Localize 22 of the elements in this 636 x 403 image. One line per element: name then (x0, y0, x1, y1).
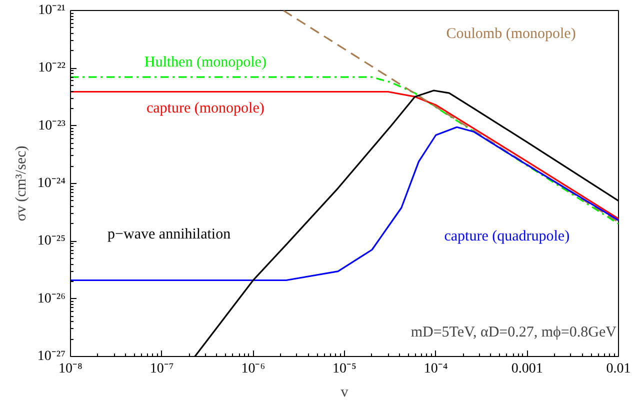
y-tick-label: 10⁻²³ (38, 118, 66, 134)
text: p−wave annihilation (108, 226, 232, 243)
y-tick-label: 10⁻²⁴ (37, 176, 66, 191)
x-tick-label: 10⁻⁵ (332, 362, 357, 376)
x-tick-label: 0.001 (511, 362, 543, 376)
x-axis-title: v (340, 384, 349, 400)
series-label: capture (monopole) (146, 100, 264, 116)
x-tick-label: 0.01 (606, 362, 631, 376)
y-tick-label: 10⁻²² (38, 60, 66, 76)
x-tick-label: 10⁻⁶ (241, 362, 266, 376)
y-axis-title: σv (cm³/sec) (13, 146, 30, 222)
x-tick-label: 10⁻⁴ (424, 362, 448, 376)
y-tick-label: 10⁻²⁷ (37, 349, 66, 364)
text: Coulomb (monopole) (446, 26, 576, 42)
annotation: mD=5TeV, αD=0.27, mϕ=0.8GeV (410, 324, 617, 340)
y-tick-label: 10⁻²⁵ (37, 234, 66, 249)
y-tick-label: 10⁻²¹ (38, 3, 66, 18)
y-tick-label: 10⁻²⁶ (37, 291, 66, 306)
x-tick-label: 10⁻⁷ (150, 362, 174, 376)
series-label: Hulthen (monopole) (144, 54, 266, 71)
text: capture (quadrupole) (444, 228, 570, 245)
x-tick-label: 10⁻⁸ (58, 362, 83, 376)
